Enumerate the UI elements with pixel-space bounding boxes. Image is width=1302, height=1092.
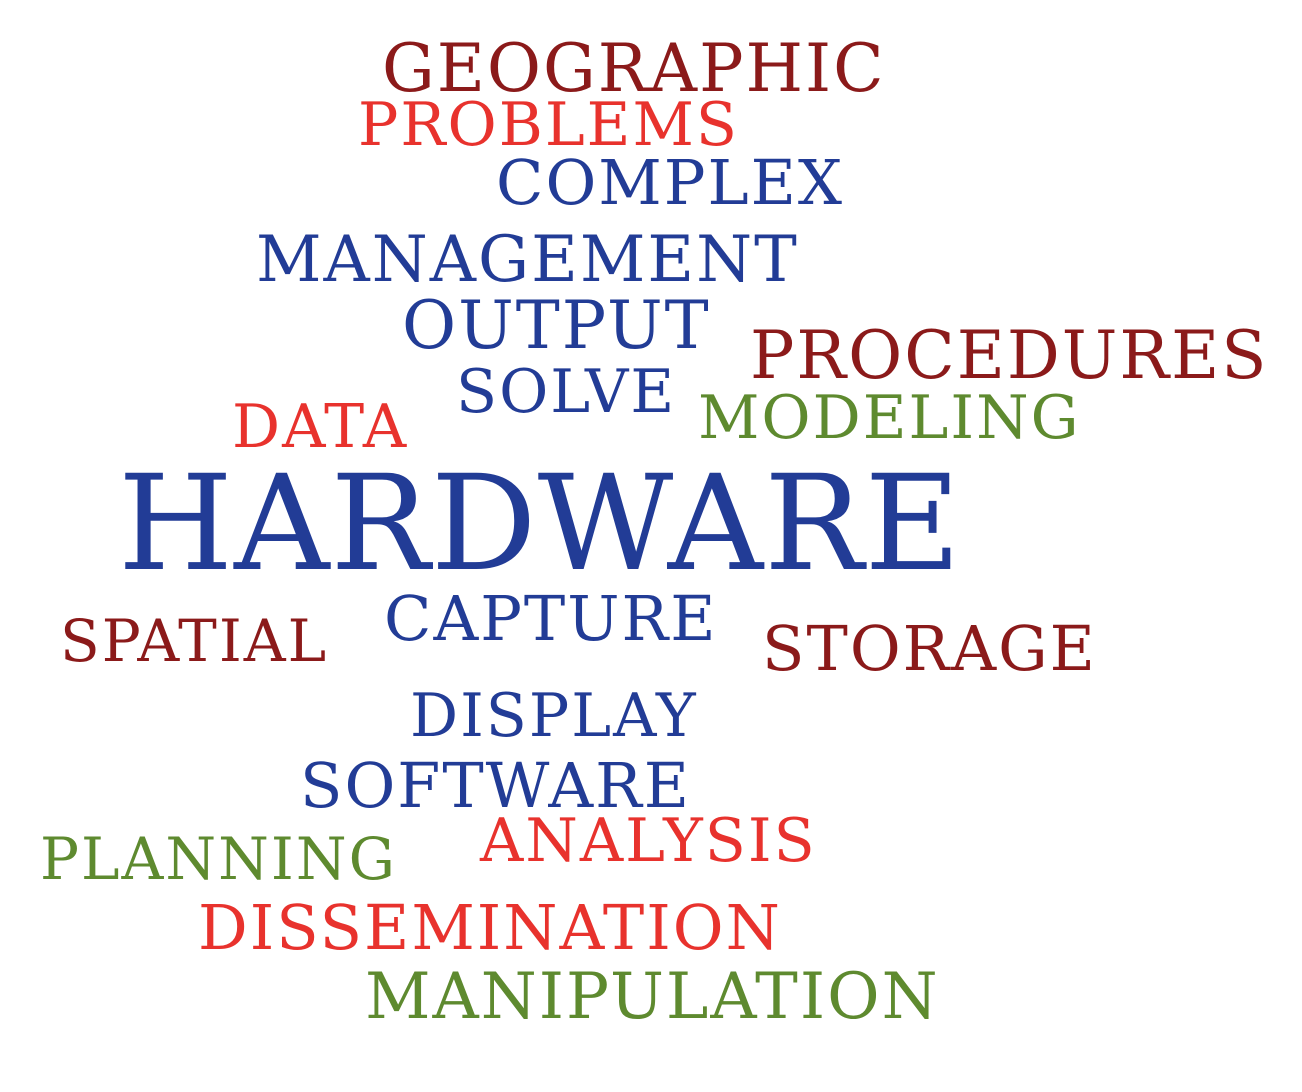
word-management: MANAGEMENT — [256, 223, 799, 297]
word-modeling: MODELING — [698, 383, 1081, 453]
word-dissemination: DISSEMINATION — [198, 891, 782, 964]
word-geographic: GEOGRAPHIC — [382, 30, 886, 107]
word-procedures: PROCEDURES — [750, 317, 1269, 394]
word-spatial: SPATIAL — [60, 607, 329, 675]
word-hardware: HARDWARE — [118, 447, 962, 601]
word-analysis: ANALYSIS — [480, 806, 817, 876]
word-display: DISPLAY — [410, 681, 698, 751]
word-output: OUTPUT — [402, 287, 711, 364]
word-manipulation: MANIPULATION — [365, 960, 940, 1034]
word-planning: PLANNING — [40, 825, 397, 893]
word-data: DATA — [232, 392, 409, 462]
word-capture: CAPTURE — [384, 582, 718, 655]
word-complex: COMPLEX — [496, 146, 845, 219]
word-solve: SOLVE — [456, 357, 677, 427]
word-problems: PROBLEMS — [358, 90, 740, 160]
word-software: SOFTWARE — [300, 749, 692, 822]
word-storage: STORAGE — [762, 612, 1097, 685]
